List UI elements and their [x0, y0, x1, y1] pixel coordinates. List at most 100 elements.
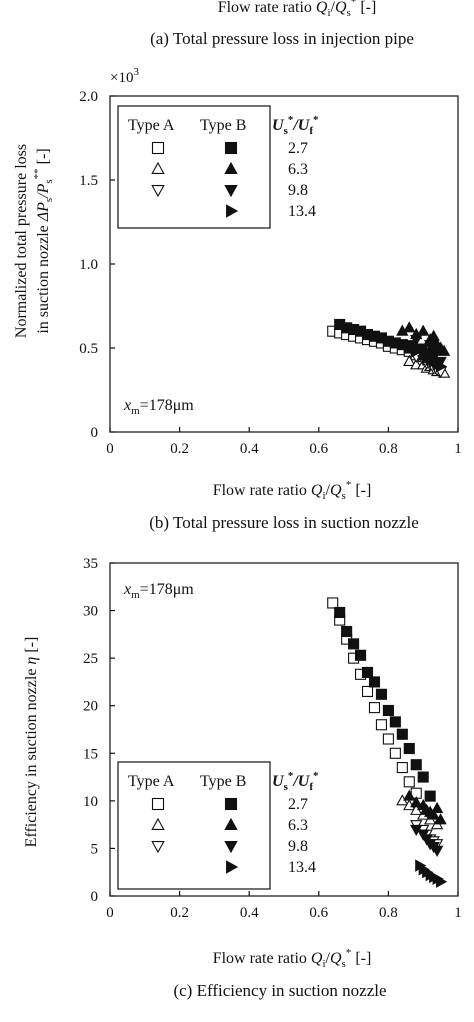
panel-c-point-filled-triangle-up [410, 796, 423, 808]
panel-b-legend-header-type-a: Type A [128, 117, 175, 134]
panel-c-ylabel: Efficiency in suction nozzle η [-] [23, 637, 40, 848]
panel-c-legend-marker-type-a [151, 797, 165, 811]
panel-c-ytick-label: 15 [83, 746, 98, 762]
panel-c-point-filled-square [396, 728, 408, 740]
panel-b-legend-marker-type-b [226, 204, 239, 218]
panel-c-ytick-label: 35 [83, 556, 98, 572]
panel-c-ytick-label: 10 [83, 794, 98, 810]
panel-c-point-filled-square [375, 688, 387, 700]
panel-a-caption: (a) Total pressure loss in injection pip… [150, 29, 414, 48]
panel-b-legend-marker-type-a [151, 141, 165, 155]
panel-c-legend-marker-type-b [224, 797, 238, 811]
panel-b-legend-marker-type-a [151, 161, 165, 174]
panel-b-xtick-label: 0.2 [170, 441, 189, 457]
panel-c-point-filled-square [403, 742, 415, 755]
panel-c-point-filled-square [410, 759, 422, 771]
panel-b-ytick-label: 2.0 [79, 89, 98, 105]
panel-b-point-filled-triangle-up [437, 344, 451, 356]
panel-c-point-filled-square [389, 716, 401, 728]
panel-c-point-open-square [327, 597, 339, 609]
panel-c-point-filled-square [424, 790, 436, 802]
panel-b-legend-marker-type-a [151, 185, 165, 198]
panel-b-legend-value: 13.4 [288, 203, 316, 220]
panel-b-ytick-label: 1.5 [79, 173, 98, 189]
panel-c-legend-value: 2.7 [288, 796, 308, 813]
panel-c-ytick-label: 20 [83, 699, 98, 715]
panel-c-legend-marker-type-b [226, 860, 239, 874]
panel-c-data-points [327, 597, 448, 888]
panel-c-ytick-label: 25 [83, 651, 98, 667]
panel-c-point-open-square [389, 747, 401, 759]
panel-c-legend-marker-type-a [151, 841, 165, 854]
panel-c-point-filled-square [368, 676, 381, 688]
panel-b-xtick-label: 0.4 [240, 441, 259, 457]
panel-c-xtick-label: 0.8 [379, 905, 398, 921]
panel-b-legend-header-ratio: Us*/Uf* [272, 114, 319, 137]
panel-c-point-filled-triangle-up [427, 808, 440, 820]
panel-b-point-filled-triangle-right [411, 345, 423, 358]
panel-c-xtick-label: 0 [106, 905, 114, 921]
panel-c-point-filled-square [334, 606, 346, 619]
panel-b-legend-value: 9.8 [288, 182, 308, 199]
panel-c-legend-header-type-a: Type A [128, 773, 175, 790]
panel-b-point-open-triangle-up [403, 354, 416, 366]
panel-c-legend: Type A Type B Us*/Uf* 2.7 6.3 9.8 13.4 [117, 761, 319, 890]
panel-b-point-filled-triangle-up [417, 324, 430, 336]
panel-c-legend-marker-type-a [151, 817, 165, 830]
panel-c-point-filled-triangle-up [434, 813, 447, 825]
panel-c-legend-header-type-b: Type B [200, 773, 246, 790]
panel-c-xtick-label: 0.6 [309, 905, 328, 921]
panel-c-ylabel-text: Efficiency in suction nozzle η [-] [23, 637, 40, 848]
panel-c-point-open-square [396, 762, 408, 774]
panel-c-xtick-label: 0.2 [170, 905, 189, 921]
panel-c-point-filled-triangle-up [403, 789, 416, 801]
panel-c-point-filled-square [382, 704, 394, 717]
panel-b-legend-marker-type-b [224, 161, 238, 174]
panel-a-xlabel: Flow rate ratio Qi/Qs* [-] [218, 0, 377, 19]
panel-b-legend-marker-type-b [224, 185, 238, 198]
panel-b-point-filled-triangle-up [403, 321, 416, 333]
panel-c-ytick-label: 0 [91, 889, 99, 905]
panel-b-multiplier: ×103 [110, 66, 139, 86]
panel-c-point-filled-triangle-up [430, 801, 444, 814]
panel-b-point-filled-triangle-down [430, 346, 444, 358]
panel-b-annotation: xm=178μm [123, 397, 194, 417]
panel-c-xlabel: Flow rate ratio Qi/Qs* [-] [213, 947, 372, 970]
panel-b-chart: 0 0.2 0.4 0.6 0.8 1 0 0.5 1.0 1.5 2.0 Type A Type B… [13, 66, 462, 532]
panel-b-xlabel: Flow rate ratio Qi/Qs* [-] [213, 479, 372, 502]
panel-b-point-filled-triangle-down [423, 340, 437, 352]
panel-b-legend: Type A Type B Us*/Uf* 2.7 6.3 9.8 13.4 [117, 105, 319, 229]
panel-c-point-open-square [361, 685, 374, 697]
panel-b-ylabel: Normalized total pressure loss in suctio… [13, 144, 55, 338]
panel-c-xtick-label: 1 [454, 905, 462, 921]
panel-b-xtick-label: 0.8 [379, 441, 398, 457]
panel-c-point-filled-square [341, 625, 353, 638]
panel-b-ylabel-line1: Normalized total pressure loss [13, 144, 30, 338]
panel-c-point-open-square [375, 719, 387, 731]
panel-c-legend-marker-type-b [224, 841, 238, 854]
panel-c-point-filled-triangle-down [430, 845, 444, 857]
panel-c-legend-value: 9.8 [288, 838, 308, 855]
panel-b-legend-box [117, 105, 271, 229]
panel-b-xtick-label: 0.6 [309, 441, 328, 457]
panel-a-fragment: Flow rate ratio Qi/Qs* [-] (a) Total pre… [150, 0, 414, 48]
panel-c-legend-value: 6.3 [288, 817, 308, 834]
panel-c-point-filled-square [417, 771, 429, 783]
panel-c-point-open-square [403, 776, 415, 788]
panel-b-point-filled-triangle-down [410, 335, 423, 347]
panel-b-point-filled-triangle-right [436, 360, 448, 373]
panel-c-point-open-square [368, 702, 381, 714]
panel-b-xtick-label: 1 [454, 441, 462, 457]
panel-c-caption: (c) Efficiency in suction nozzle [173, 981, 386, 1000]
panel-c-point-filled-square [361, 666, 374, 678]
panel-c-plot-frame [109, 562, 459, 897]
panel-b-ytick-label: 0 [91, 425, 99, 441]
panel-c-legend-header-ratio: Us*/Uf* [272, 770, 319, 793]
panel-b-caption: (b) Total pressure loss in suction nozzl… [149, 513, 419, 532]
panel-b-xtick-label: 0 [106, 441, 114, 457]
panel-c-point-filled-triangle-right [436, 875, 448, 888]
panel-c-ytick-label: 5 [91, 841, 99, 857]
panel-b-legend-marker-type-b [224, 141, 238, 155]
